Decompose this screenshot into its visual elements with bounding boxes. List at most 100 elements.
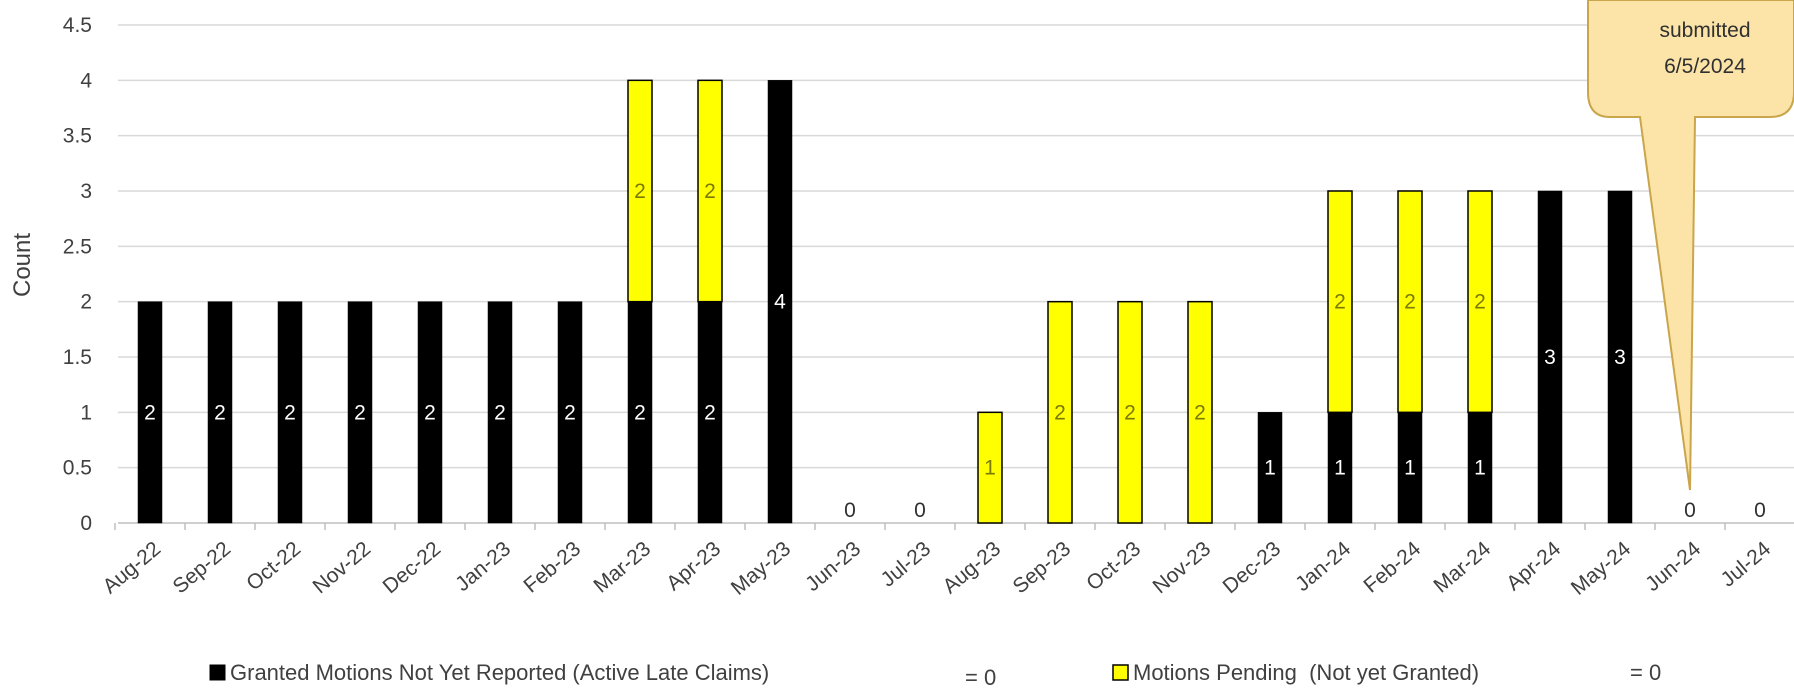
x-tick-label: Dec-23: [1219, 537, 1286, 598]
x-tick-label: Jul-24: [1717, 537, 1776, 592]
bar-series: [137, 79, 1633, 524]
data-label-pending: 2: [1194, 401, 1206, 424]
bar-granted: [1327, 412, 1353, 524]
bar-granted: [557, 301, 583, 524]
x-tick-label: Oct-23: [1082, 537, 1145, 595]
y-tick-label: 0: [80, 512, 92, 535]
bar-pending: [627, 79, 653, 303]
data-label-granted: 2: [284, 401, 296, 424]
bar-pending: [1467, 190, 1493, 414]
data-label-pending: 2: [1474, 291, 1486, 314]
data-label-granted: 2: [494, 401, 506, 424]
bar-pending: [1047, 300, 1073, 524]
bar-pending: [1397, 190, 1423, 414]
zero-data-label: 0: [1754, 499, 1766, 522]
data-label-pending: 2: [634, 180, 646, 203]
x-tick-label: Apr-23: [662, 537, 725, 595]
bar-pending: [1117, 300, 1143, 524]
x-tick-label: Jun-23: [801, 537, 865, 596]
data-label-granted: 2: [144, 401, 156, 424]
legend-label-pending: Motions Pending (Not yet Granted): [1133, 660, 1479, 685]
data-label-granted: 1: [1474, 457, 1486, 480]
y-tick-label: 0.5: [63, 457, 92, 480]
x-tick-label: Mar-24: [1429, 537, 1495, 598]
data-label-granted: 2: [634, 401, 646, 424]
bar-pending: [977, 411, 1003, 524]
bar-granted: [137, 301, 163, 524]
bar-pending: [1327, 190, 1353, 414]
data-label-granted: 2: [704, 401, 716, 424]
data-label-granted: 2: [424, 401, 436, 424]
x-tick-label: May-24: [1567, 537, 1636, 600]
x-tick-label: May-23: [727, 537, 795, 600]
data-label-pending: 2: [1334, 291, 1346, 314]
bar-granted: [1537, 190, 1563, 524]
data-label-granted: 2: [214, 401, 226, 424]
data-label-granted: 3: [1544, 346, 1556, 369]
legend-suffix-granted: = 0: [965, 665, 996, 690]
y-tick-label: 1.5: [63, 346, 92, 369]
x-tick-label: Jan-23: [451, 537, 515, 596]
bar-granted: [347, 301, 373, 524]
y-tick-label: 2.5: [63, 235, 92, 258]
data-label-granted: 1: [1404, 457, 1416, 480]
data-label-pending: 2: [704, 180, 716, 203]
data-label-granted: 2: [354, 401, 366, 424]
legend-swatch-pending: [1112, 664, 1129, 681]
data-label-granted: 4: [774, 291, 786, 314]
data-label-granted: 2: [564, 401, 576, 424]
data-label-pending: 1: [984, 457, 996, 480]
y-tick-label: 1: [80, 401, 92, 424]
x-tick-label: Nov-23: [1149, 537, 1216, 598]
x-tick-label: Feb-23: [519, 537, 585, 597]
y-tick-label: 3: [80, 180, 92, 203]
x-tick-label: Oct-22: [242, 537, 305, 595]
callout-bubble: [1587, 0, 1794, 491]
x-tick-label: Sep-22: [169, 537, 236, 598]
callout-line-1: submitted: [1659, 19, 1750, 42]
data-label-granted: 1: [1264, 457, 1276, 480]
y-tick-label: 3.5: [63, 125, 92, 148]
data-label-granted: 3: [1614, 346, 1626, 369]
bar-granted: [417, 301, 443, 524]
bar-data-labels: 2 2 2 2 2 2 2 2 2 2 2 4 1 2 2 2 1 1 2 1 2 1 2 3 3 0 0 0 0: [144, 180, 1766, 522]
legend: Granted Motions Not Yet Reported (Active…: [209, 660, 1661, 690]
y-tick-label: 4: [80, 69, 92, 92]
x-tick-label: Dec-22: [379, 537, 446, 598]
bar-pending: [697, 79, 723, 303]
bar-granted: [487, 301, 513, 524]
zero-data-label: 0: [1684, 499, 1696, 522]
y-tick-label: 2: [80, 291, 92, 314]
x-tick-label: Jan-24: [1291, 537, 1355, 596]
data-label-pending: 2: [1404, 291, 1416, 314]
legend-swatch-granted: [209, 664, 226, 681]
x-tick-label: Apr-24: [1502, 537, 1565, 595]
bar-granted: [1467, 412, 1493, 524]
bar-granted: [1257, 412, 1283, 524]
x-tick-label: Aug-22: [99, 537, 166, 598]
y-tick-label: 4.5: [63, 14, 92, 37]
gridlines: [114, 24, 1794, 530]
x-axis-ticks: Aug-22 Sep-22 Oct-22 Nov-22 Dec-22 Jan-23 Feb-…: [99, 537, 1776, 600]
y-axis-ticks: 0 0.5 1 1.5 2 2.5 3 3.5 4 4.5: [63, 14, 93, 535]
x-tick-label: Jun-24: [1641, 537, 1705, 596]
zero-data-label: 0: [914, 499, 926, 522]
bar-granted: [1397, 412, 1423, 524]
legend-label-granted: Granted Motions Not Yet Reported (Active…: [230, 660, 769, 685]
y-axis-label: Count: [9, 233, 36, 297]
x-tick-label: Mar-23: [589, 537, 655, 597]
x-tick-label: Jul-23: [877, 537, 936, 591]
x-tick-label: Nov-22: [309, 537, 376, 598]
zero-data-label: 0: [844, 499, 856, 522]
annotation-callout: submitted 6/5/2024: [1587, 0, 1794, 491]
bar-granted: [1607, 190, 1633, 524]
x-tick-label: Aug-23: [939, 537, 1006, 598]
legend-suffix-pending: = 0: [1630, 660, 1661, 685]
bar-granted: [767, 80, 793, 524]
data-label-pending: 2: [1054, 401, 1066, 424]
bar-granted: [207, 301, 233, 524]
callout-line-2: 6/5/2024: [1664, 55, 1746, 78]
bar-granted: [277, 301, 303, 524]
data-label-granted: 1: [1334, 457, 1346, 480]
